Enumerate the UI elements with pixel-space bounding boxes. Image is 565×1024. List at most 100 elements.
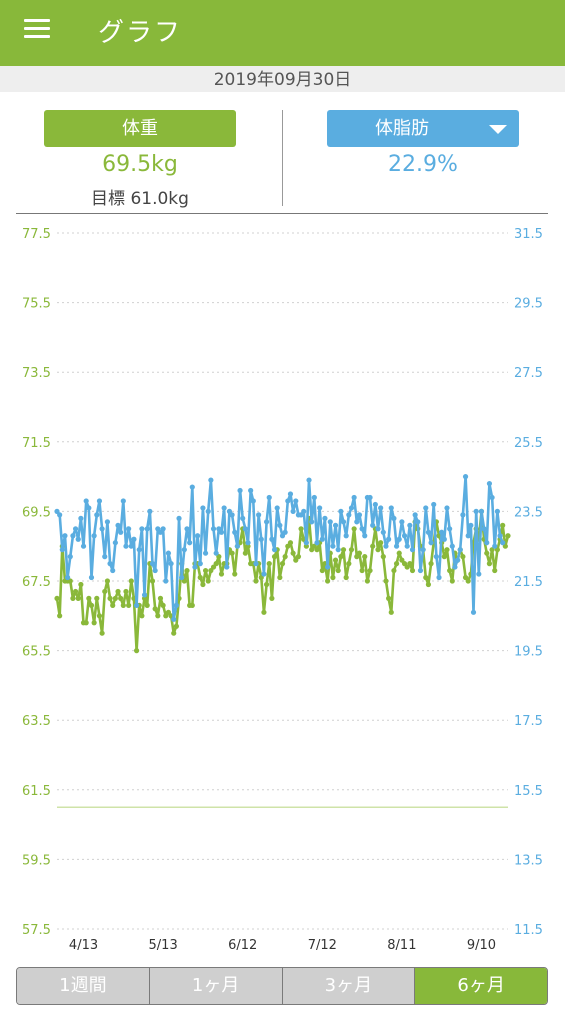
body-fat-point: [131, 536, 137, 542]
body-fat-point: [415, 519, 421, 525]
body-fat-point: [102, 554, 108, 560]
weight-point: [91, 620, 97, 626]
body-fat-dropdown[interactable]: 体脂肪: [327, 110, 519, 147]
weight-point: [266, 561, 272, 567]
body-fat-point: [285, 498, 291, 504]
weight-point: [338, 554, 344, 560]
body-fat-point: [473, 508, 479, 514]
range-tab-3months[interactable]: 3ヶ月: [282, 968, 416, 1004]
body-fat-point: [417, 567, 424, 574]
weight-point: [110, 602, 116, 608]
weight-point: [102, 588, 108, 595]
body-fat-point: [287, 491, 294, 497]
weight-point: [346, 561, 352, 567]
body-fat-point: [412, 512, 418, 518]
weight-point: [118, 595, 124, 601]
x-axis-tick-label: 6/12: [228, 938, 257, 953]
body-fat-point: [221, 505, 227, 511]
weight-point: [242, 550, 248, 556]
weight-point: [253, 578, 259, 584]
body-fat-point: [258, 536, 264, 542]
left-axis-tick-label: 57.5: [22, 923, 51, 938]
vertical-divider: [282, 110, 283, 206]
body-fat-point: [462, 474, 469, 480]
left-axis-tick-label: 69.5: [22, 505, 51, 520]
body-fat-point: [195, 533, 201, 539]
weight-point: [425, 581, 432, 588]
weight-point: [126, 602, 132, 608]
weight-point: [173, 623, 179, 629]
body-fat-point: [401, 533, 408, 539]
right-axis-tick-label: 29.5: [514, 297, 543, 312]
hamburger-menu-icon[interactable]: [24, 19, 52, 41]
range-tab-1month[interactable]: 1ヶ月: [149, 968, 283, 1004]
body-fat-point: [351, 494, 357, 501]
body-fat-point: [470, 609, 477, 615]
weight-point: [449, 578, 455, 584]
weight-point: [99, 630, 105, 636]
body-fat-point: [213, 550, 219, 556]
weight-point: [155, 613, 161, 619]
body-fat-point: [362, 533, 368, 539]
right-axis-tick-label: 13.5: [514, 853, 543, 868]
range-tab-1week[interactable]: 1週間: [17, 968, 150, 1004]
weight-point: [500, 522, 506, 528]
body-fat-point: [436, 574, 442, 581]
weight-point: [123, 588, 129, 595]
weight-point: [232, 571, 238, 577]
body-fat-point: [184, 526, 190, 532]
body-fat-point: [332, 522, 339, 528]
body-fat-point: [65, 574, 71, 581]
body-fat-point: [189, 484, 195, 490]
body-fat-point: [449, 543, 455, 549]
body-fat-point: [484, 540, 490, 546]
weight-value: 69.5kg: [102, 152, 178, 177]
body-fat-point: [359, 526, 365, 532]
body-fat-point: [181, 547, 187, 553]
body-fat-point: [433, 554, 439, 560]
weight-point: [484, 550, 490, 556]
weight-point: [375, 547, 381, 553]
body-fat-point: [133, 602, 140, 608]
body-fat-point: [261, 571, 267, 577]
weight-point: [70, 595, 76, 601]
weight-point: [290, 550, 296, 556]
body-fat-point: [165, 550, 172, 556]
body-fat-point: [340, 519, 347, 525]
weight-point: [330, 574, 336, 581]
weight-point: [407, 561, 413, 567]
weight-point: [391, 567, 397, 574]
weight-button[interactable]: 体重: [44, 110, 236, 147]
body-fat-point: [75, 536, 81, 542]
right-axis-tick-label: 21.5: [514, 575, 543, 590]
weight-point: [351, 526, 357, 532]
body-fat-point: [465, 533, 471, 539]
body-fat-point: [232, 529, 238, 535]
body-fat-point: [309, 519, 315, 525]
body-fat-point: [367, 494, 373, 501]
body-fat-point: [256, 512, 262, 518]
weight-point: [505, 533, 511, 539]
weight-point: [364, 578, 370, 584]
weight-point: [197, 574, 203, 581]
body-fat-point: [144, 526, 150, 532]
weight-point: [128, 578, 134, 584]
weight-point: [314, 547, 320, 553]
body-fat-point: [380, 529, 386, 535]
weight-point: [343, 574, 349, 581]
range-tab-6months[interactable]: 6ヶ月: [415, 968, 547, 1004]
body-fat-point: [431, 501, 437, 508]
weight-point: [447, 567, 453, 574]
weight-point: [133, 648, 140, 654]
body-fat-point: [67, 554, 73, 560]
body-fat-point: [250, 498, 256, 504]
body-fat-point: [489, 494, 495, 501]
body-fat-point: [115, 522, 121, 528]
body-fat-point: [218, 529, 225, 535]
body-fat-point: [388, 505, 394, 511]
body-fat-point: [404, 543, 410, 549]
weight-point: [78, 581, 84, 588]
body-fat-point: [444, 505, 450, 511]
weight-point: [367, 567, 373, 574]
body-fat-point: [118, 529, 124, 535]
